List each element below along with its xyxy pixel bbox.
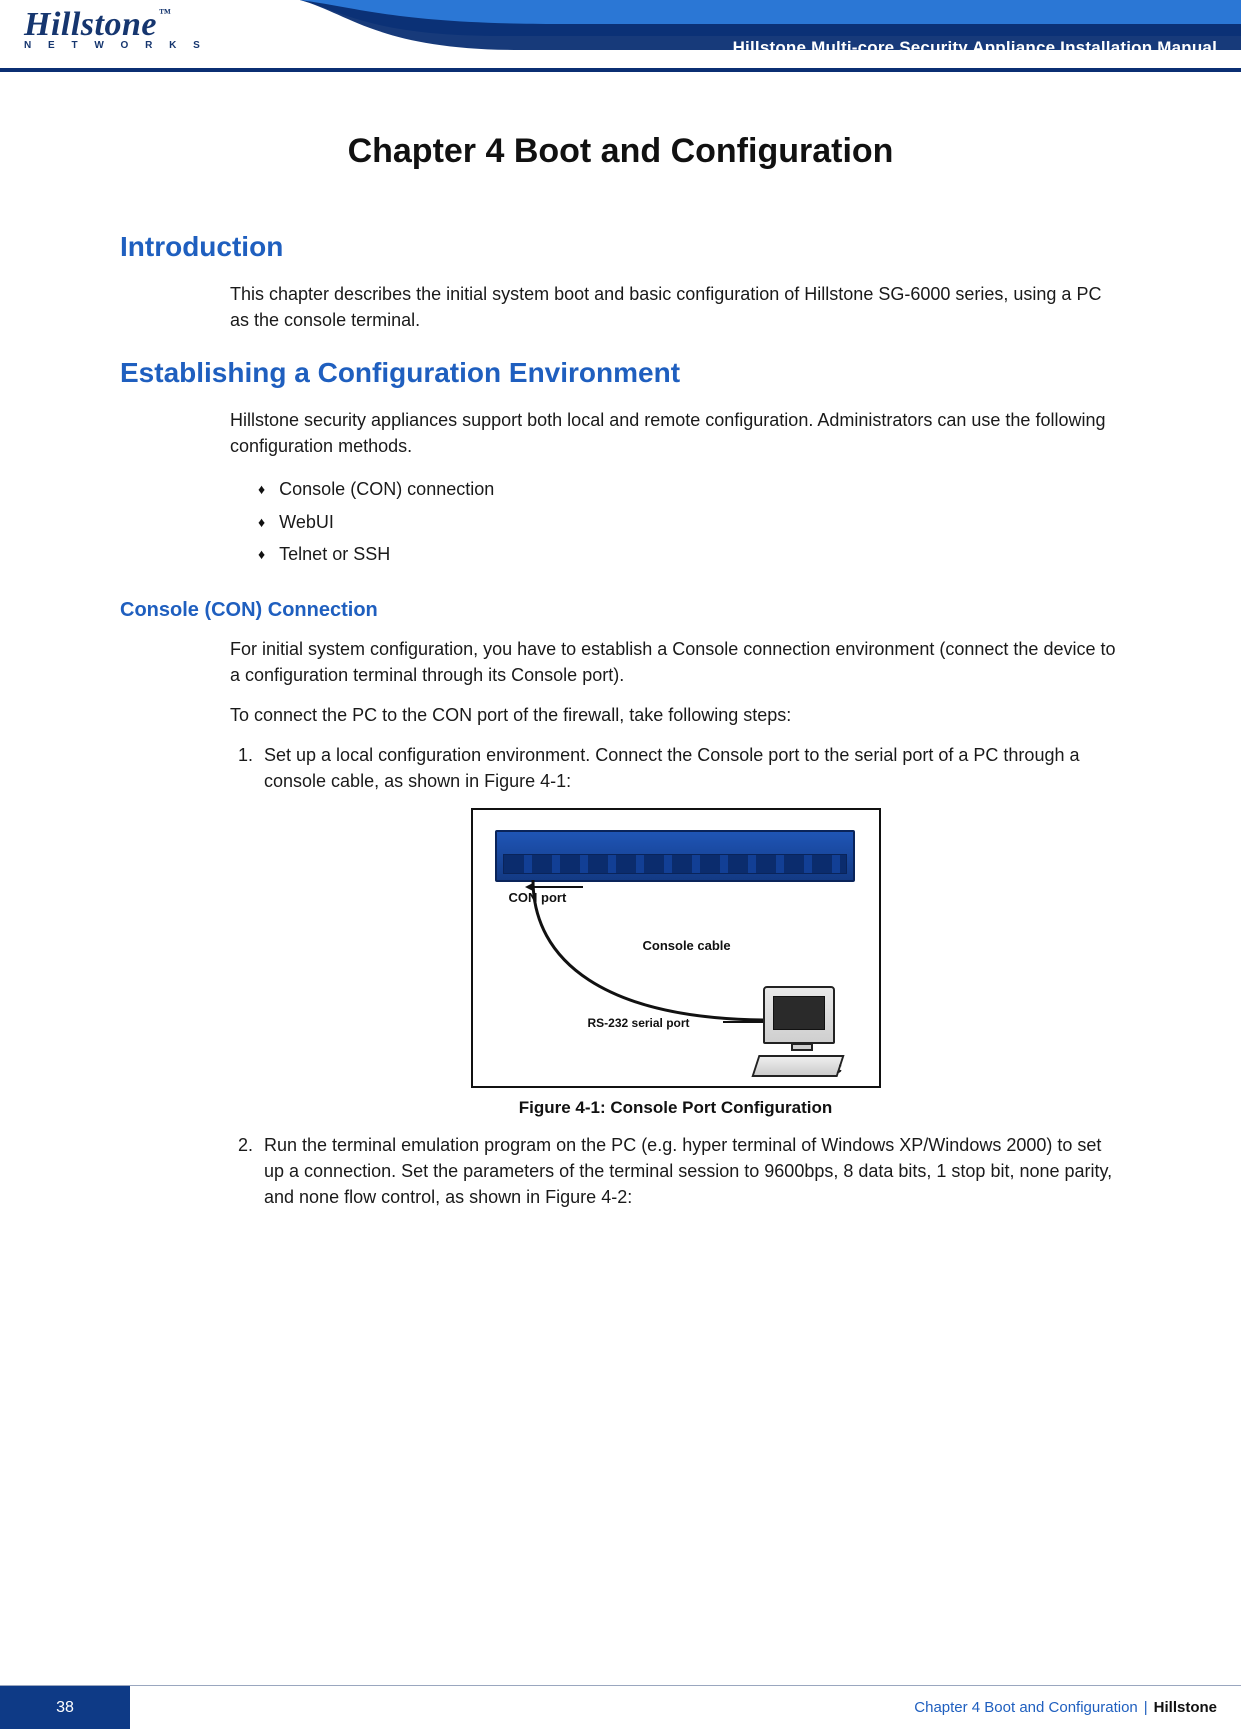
list-item: Telnet or SSH bbox=[258, 538, 1121, 570]
page-footer: 38 Chapter 4 Boot and Configuration | Hi… bbox=[0, 1685, 1241, 1729]
figure-caption: Figure 4-1: Console Port Configuration bbox=[519, 1098, 833, 1118]
list-item: Set up a local configuration environment… bbox=[258, 742, 1121, 794]
figure-4-1: CON port Console cable RS-232 serial por… bbox=[230, 808, 1121, 1118]
page-content: Chapter 4 Boot and Configuration Introdu… bbox=[0, 72, 1241, 1685]
brand-logo: Hillstone™ N E T W O R K S bbox=[24, 6, 207, 51]
footer-separator: | bbox=[1144, 1699, 1148, 1716]
section-heading-introduction: Introduction bbox=[120, 231, 1121, 263]
section-heading-environment: Establishing a Configuration Environment bbox=[120, 357, 1121, 389]
env-paragraph: Hillstone security appliances support bo… bbox=[230, 407, 1121, 459]
brand-logo-main: Hillstone bbox=[24, 6, 157, 43]
footer-reference: Chapter 4 Boot and Configuration | Hills… bbox=[130, 1686, 1241, 1729]
pc-monitor-icon bbox=[763, 986, 835, 1044]
footer-brand: Hillstone bbox=[1154, 1699, 1217, 1716]
console-paragraph-2: To connect the PC to the CON port of the… bbox=[230, 702, 1121, 728]
list-item: Run the terminal emulation program on th… bbox=[258, 1132, 1121, 1210]
list-item: WebUI bbox=[258, 506, 1121, 538]
section-heading-console: Console (CON) Connection bbox=[120, 599, 1121, 622]
brand-logo-subtext: N E T W O R K S bbox=[24, 40, 207, 51]
brand-logo-tm: ™ bbox=[159, 6, 172, 20]
page-header: Hillstone™ N E T W O R K S Hillstone Mul… bbox=[0, 0, 1241, 72]
chapter-title: Chapter 4 Boot and Configuration bbox=[120, 132, 1121, 171]
console-steps-list-cont: Run the terminal emulation program on th… bbox=[258, 1132, 1121, 1210]
console-steps-list: Set up a local configuration environment… bbox=[258, 742, 1121, 794]
document-title: Hillstone Multi-core Security Appliance … bbox=[733, 38, 1217, 58]
footer-chapter-ref: Chapter 4 Boot and Configuration bbox=[914, 1699, 1137, 1716]
figure-label-con-port: CON port bbox=[509, 890, 567, 905]
page-number: 38 bbox=[0, 1686, 130, 1729]
figure-label-rs232: RS-232 serial port bbox=[588, 1016, 690, 1030]
figure-label-console-cable: Console cable bbox=[643, 938, 731, 953]
config-methods-list: Console (CON) connection WebUI Telnet or… bbox=[258, 473, 1121, 570]
figure-box: CON port Console cable RS-232 serial por… bbox=[471, 808, 881, 1088]
pc-graphic bbox=[763, 986, 841, 1077]
pc-keyboard-icon bbox=[751, 1055, 844, 1077]
pc-stand-icon bbox=[791, 1043, 813, 1051]
list-item: Console (CON) connection bbox=[258, 473, 1121, 505]
intro-paragraph: This chapter describes the initial syste… bbox=[230, 281, 1121, 333]
console-paragraph-1: For initial system configuration, you ha… bbox=[230, 636, 1121, 688]
brand-logo-text: Hillstone™ bbox=[24, 6, 207, 44]
